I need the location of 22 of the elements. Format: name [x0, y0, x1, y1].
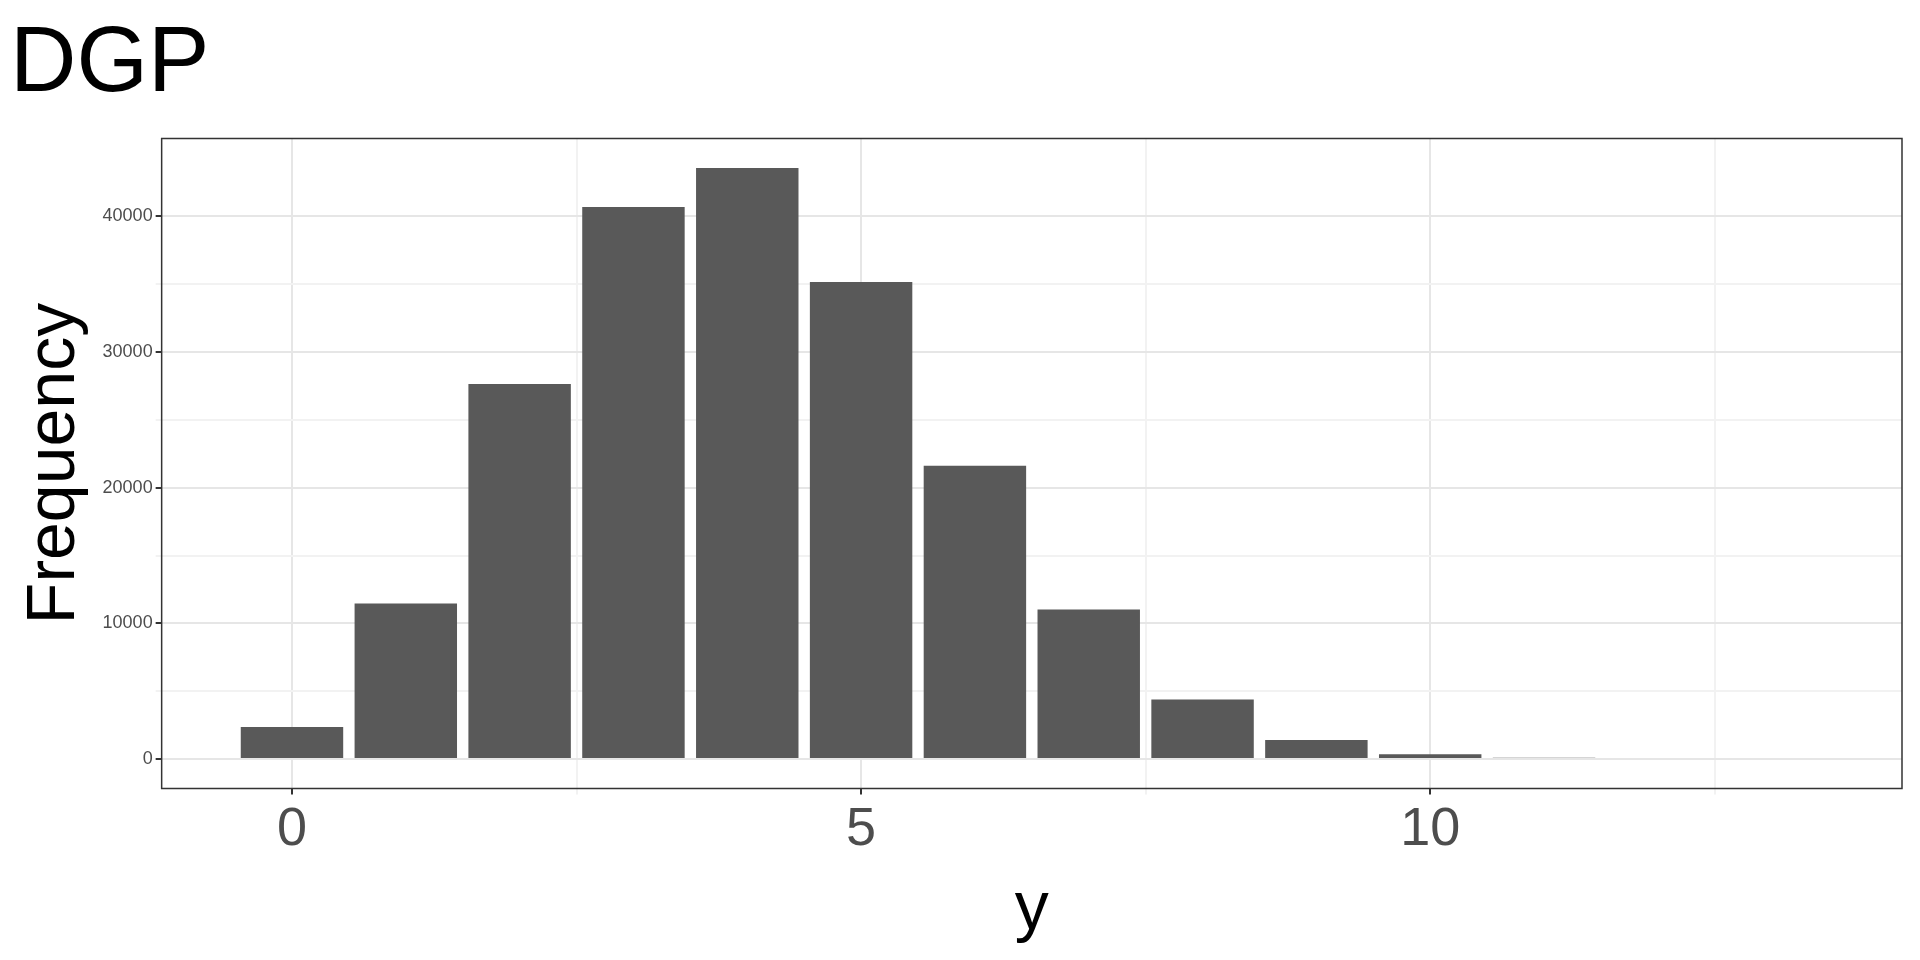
y-tick-label: 30000: [102, 341, 153, 362]
x-tick-label: 10: [1400, 795, 1461, 856]
y-tick-label: 40000: [102, 205, 153, 226]
bar: [696, 167, 799, 759]
bar: [923, 465, 1027, 759]
y-axis-title: Frequency: [11, 302, 88, 625]
bar: [1378, 754, 1482, 759]
x-tick-label: 5: [846, 795, 877, 856]
bar: [354, 603, 458, 759]
bar: [582, 207, 685, 759]
y-tick-label: 20000: [102, 476, 153, 497]
y-tick-label: 0: [142, 748, 153, 768]
y-tick-label: 10000: [102, 612, 153, 633]
bar: [240, 727, 344, 759]
x-axis-title: y: [1014, 866, 1049, 943]
bar: [1265, 740, 1368, 759]
bar: [1037, 609, 1140, 759]
x-tick-label: 0: [276, 795, 307, 856]
bar: [1151, 699, 1254, 759]
chart-title: DGP: [10, 7, 210, 110]
bar: [468, 383, 571, 759]
bar: [809, 281, 913, 759]
